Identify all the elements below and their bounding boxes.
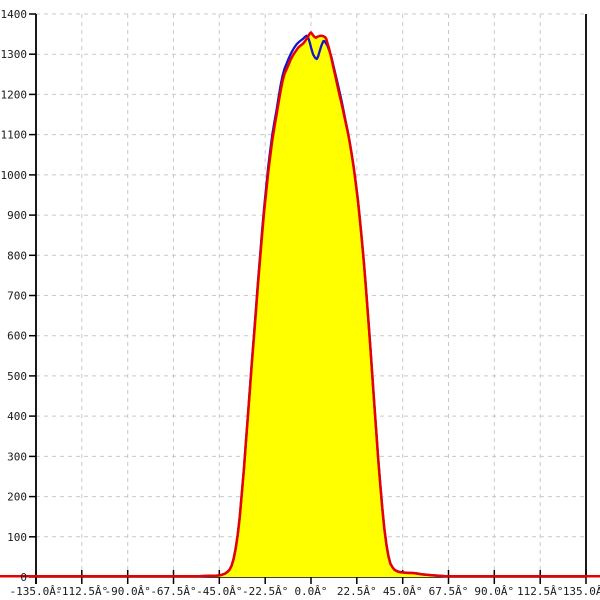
y-tick-label: 900 bbox=[7, 209, 27, 222]
x-tick-label: -67.5Â° bbox=[150, 585, 196, 598]
x-tick-label: -45.0Â° bbox=[196, 585, 242, 598]
y-tick-label: 100 bbox=[7, 531, 27, 544]
x-tick-label: -135.0Â° bbox=[10, 585, 63, 598]
y-tick-label: 500 bbox=[7, 370, 27, 383]
y-tick-label: 700 bbox=[7, 290, 27, 303]
x-tick-label: 22.5Â° bbox=[337, 585, 377, 598]
y-tick-label: 300 bbox=[7, 450, 27, 463]
y-tick-label: 0 bbox=[20, 571, 27, 584]
red-line-series bbox=[0, 31, 600, 578]
x-tick-label: 112.5Â° bbox=[517, 585, 563, 598]
y-tick-label: 1100 bbox=[1, 129, 28, 142]
y-tick-label: 1300 bbox=[1, 48, 28, 61]
x-tick-label: 0.0Â° bbox=[294, 585, 327, 598]
x-tick-label: -112.5Â° bbox=[55, 585, 108, 598]
x-tick-label: 135.0Â° bbox=[563, 585, 600, 598]
x-tick-label: 90.0Â° bbox=[474, 585, 514, 598]
y-tick-label: 1400 bbox=[1, 8, 28, 21]
x-tick-label: 67.5Â° bbox=[429, 585, 469, 598]
y-tick-label: 400 bbox=[7, 410, 27, 423]
y-tick-label: 1000 bbox=[1, 169, 28, 182]
x-tick-label: -90.0Â° bbox=[105, 585, 151, 598]
x-tick-label: 45.0Â° bbox=[383, 585, 423, 598]
y-tick-label: 200 bbox=[7, 491, 27, 504]
yellow-area-fill bbox=[0, 32, 600, 577]
y-tick-label: 800 bbox=[7, 249, 27, 262]
x-tick-label: -22.5Â° bbox=[242, 585, 288, 598]
y-tick-label: 1200 bbox=[1, 88, 28, 101]
y-tick-label: 600 bbox=[7, 330, 27, 343]
